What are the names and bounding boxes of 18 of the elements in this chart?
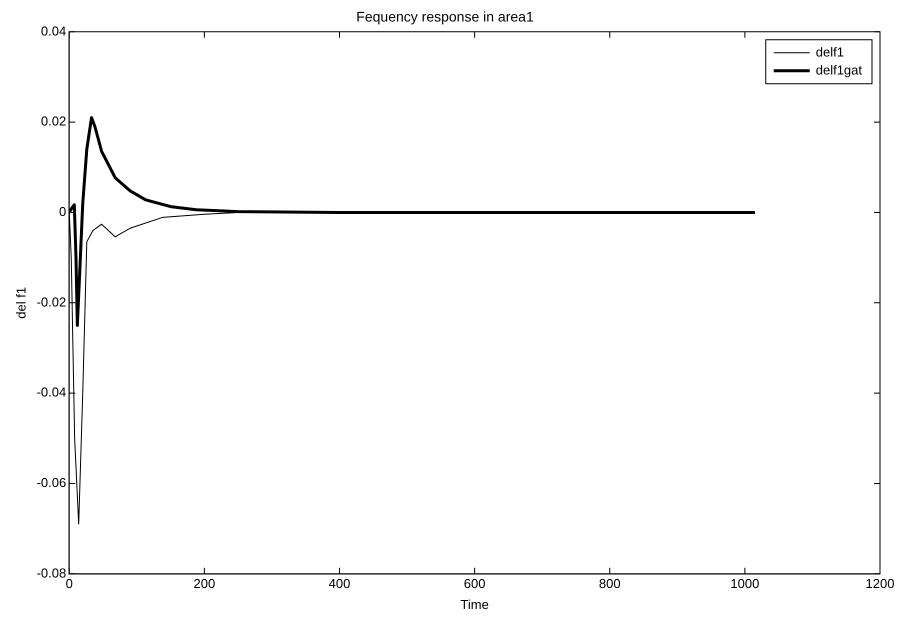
y-tick-label: 0.02 bbox=[40, 114, 66, 129]
y-axis-title: del f1 bbox=[13, 286, 28, 319]
legend-label: delf1 bbox=[816, 44, 844, 60]
x-tick-label: 1000 bbox=[730, 576, 760, 592]
x-tick-label: 400 bbox=[328, 576, 350, 592]
y-tick-label: 0.04 bbox=[40, 23, 66, 38]
x-tick-label: 600 bbox=[464, 576, 486, 592]
x-tick-label: 200 bbox=[194, 576, 216, 592]
legend-label: delf1gat bbox=[816, 62, 862, 78]
y-tick-label: -0.06 bbox=[36, 475, 66, 490]
x-tick-label: 1200 bbox=[866, 576, 894, 592]
y-tick-label: 0 bbox=[58, 204, 66, 220]
x-tick-label: 800 bbox=[598, 576, 621, 592]
chart-title: Fequency response in area1 bbox=[356, 8, 534, 24]
y-tick-label: -0.08 bbox=[36, 565, 66, 580]
y-tick-label: -0.04 bbox=[36, 384, 66, 400]
x-axis-title: Time bbox=[460, 596, 489, 612]
y-tick-label: -0.02 bbox=[36, 294, 66, 310]
